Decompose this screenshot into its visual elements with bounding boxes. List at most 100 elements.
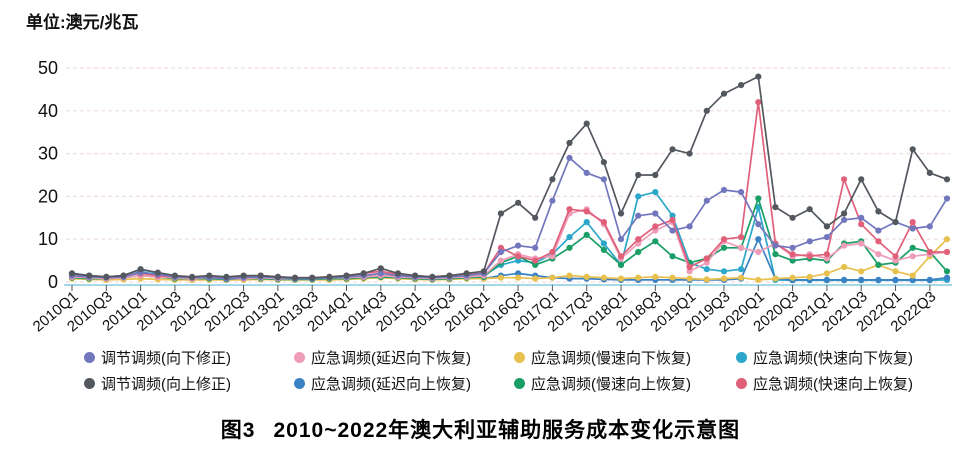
data-point [841,210,848,217]
y-tick-label-30: 30 [38,144,58,164]
data-point [532,214,539,221]
series-4 [68,73,951,281]
data-point [274,273,281,280]
data-point [909,244,916,251]
data-point [532,275,539,282]
data-point [926,169,933,176]
data-point [549,197,556,204]
data-point [875,227,882,234]
data-point [515,253,522,260]
legend-dot-icon [514,378,525,389]
data-point [223,273,230,280]
legend-dot-icon [736,352,747,363]
data-point [738,244,745,251]
data-point [875,238,882,245]
data-point [566,234,573,241]
data-point [686,263,693,271]
legend-label: 应急调频(延迟向上恢复) [311,376,471,393]
data-point [755,195,762,202]
data-point [137,266,144,273]
series-3 [68,189,951,284]
data-point [686,223,693,230]
data-point [669,146,676,153]
data-point [892,219,899,226]
data-point [652,273,659,280]
data-point [703,266,710,273]
legend-dot-icon [514,352,525,363]
data-point [841,176,848,183]
data-point [926,223,933,230]
data-point [549,274,556,281]
data-point [669,227,676,234]
data-point [720,236,728,243]
data-point [635,248,642,256]
data-point [909,276,916,283]
data-point [789,251,796,258]
data-point [909,253,916,260]
legend-dot-icon [736,378,747,389]
y-tick-label-50: 50 [38,58,58,78]
data-point [806,273,813,280]
data-point [566,139,573,146]
data-point [720,268,728,275]
data-point [412,272,419,279]
data-point [600,274,608,281]
data-point [497,248,504,256]
data-point [309,274,316,281]
data-point [257,272,264,279]
data-point [497,274,504,281]
data-point [566,244,573,251]
data-point [858,221,865,228]
data-point [429,273,436,280]
data-point [858,214,865,221]
data-point [86,272,93,279]
data-point [463,270,470,277]
legend-label: 应急调频(延迟向下恢复) [311,350,471,367]
data-point [789,257,796,264]
data-point [858,240,865,247]
data-point [171,272,178,279]
data-point [823,251,831,258]
data-point [892,268,899,275]
data-point [652,210,659,217]
data-point [909,146,916,153]
data-point [772,204,779,211]
data-point [909,225,916,232]
data-point [635,193,642,200]
data-point [669,216,676,223]
data-point [497,210,504,217]
series-line [71,157,948,280]
data-point [617,261,625,268]
data-point [703,276,710,283]
data-point [755,276,762,283]
legend-dot-icon [84,352,95,363]
data-point [686,275,693,282]
legend-item-4: 调节调频(向上修正) [84,373,231,394]
data-point [532,244,539,251]
data-point [892,257,899,264]
data-point [806,238,813,245]
series-line [71,208,948,280]
data-point [189,273,196,280]
data-point [738,82,745,89]
data-point [841,216,848,223]
data-point [583,273,590,280]
data-point [583,208,590,215]
legend-item-7: 应急调频(快速向上恢复) [736,373,913,394]
data-point [549,253,556,260]
data-point [394,270,402,277]
legend-item-6: 应急调频(慢速向上恢复) [514,373,691,394]
y-tick-label-40: 40 [38,101,58,121]
series-line [71,191,948,282]
data-point [841,242,848,249]
data-point [480,268,487,275]
data-point [497,257,504,264]
data-point [703,107,710,114]
data-point [823,234,831,241]
legend-label: 调节调频(向上修正) [101,376,231,393]
data-point [635,236,642,243]
legend-dot-icon [294,352,305,363]
data-point [600,159,608,166]
data-point [841,276,848,283]
